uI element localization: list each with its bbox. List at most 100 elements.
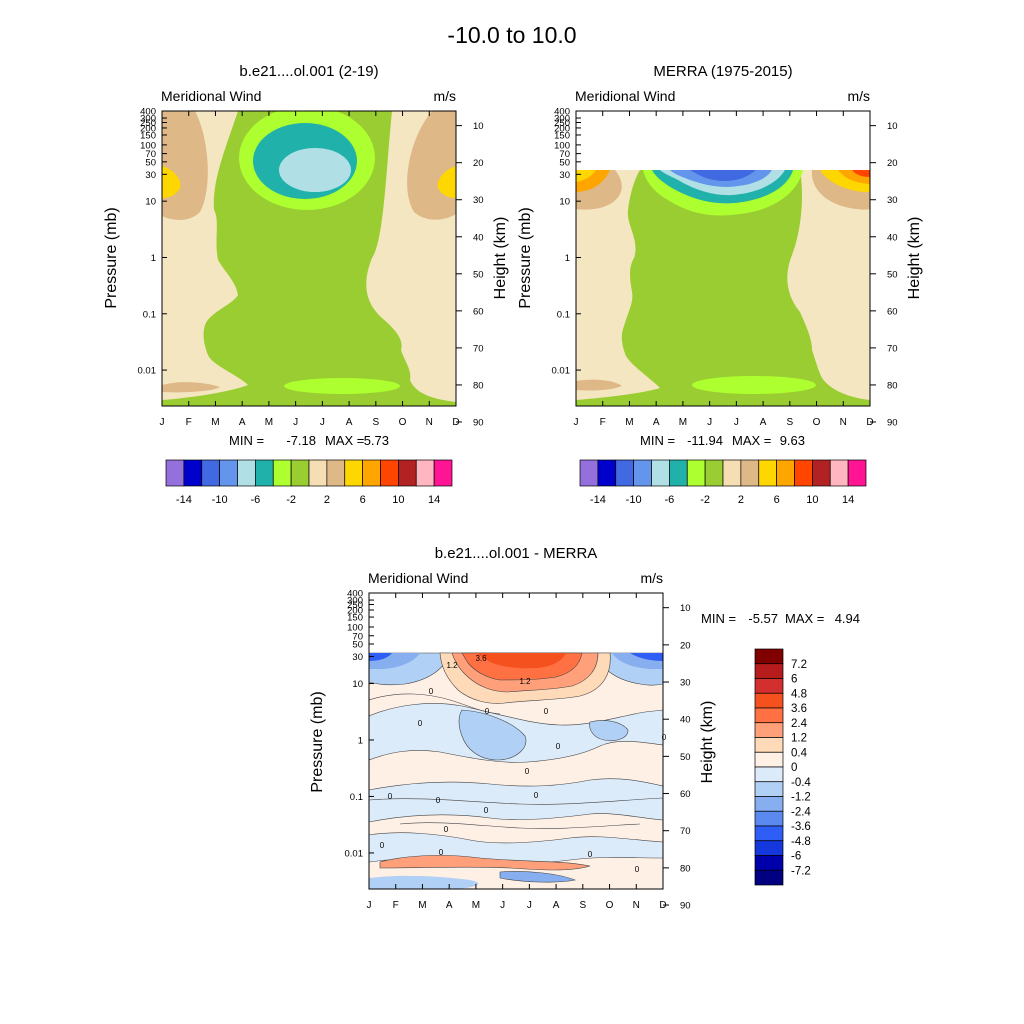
y2-tick-label: 60 <box>473 306 484 317</box>
y-tick-label: 70 <box>145 149 156 160</box>
x-tick-label: M <box>265 417 273 428</box>
y2-tick-label: 30 <box>473 195 484 206</box>
y2-tick-label: 20 <box>887 158 898 169</box>
y2-tick-label: 30 <box>680 678 691 689</box>
colorbar-label: -6 <box>664 494 674 506</box>
y-tick-label: 0.01 <box>138 366 157 377</box>
colorbar-label: -10 <box>212 494 228 506</box>
contour-region-tan-low <box>576 379 622 391</box>
min-value: -7.18 <box>286 433 316 448</box>
y2-tick-label: 80 <box>680 863 691 874</box>
colorbar-swatch <box>754 751 784 768</box>
contour-line <box>369 797 663 805</box>
panel-reanalysis: MERRA (1975-2015) Meridional Wind m/s 0.… <box>517 63 923 506</box>
y-tick-label: 10 <box>352 679 363 690</box>
max-label: MAX = <box>325 433 364 448</box>
contour-label: 0 <box>662 733 667 742</box>
x-tick-label: M <box>211 417 219 428</box>
colorbar-label: 2 <box>738 494 744 506</box>
contour-label: 0 <box>439 848 444 857</box>
units-label: m/s <box>433 88 456 104</box>
y2-tick-label: 80 <box>887 380 898 391</box>
x-tick-label: A <box>553 900 560 911</box>
y-tick-label: 100 <box>347 623 363 634</box>
contour-label: 1.2 <box>446 661 458 670</box>
y2-tick-label: 30 <box>887 195 898 206</box>
y-tick-label: 300 <box>140 114 156 125</box>
y2-axis-label: Height (km) <box>492 217 509 300</box>
left-label: Meridional Wind <box>575 88 675 104</box>
y-tick-label: 10 <box>559 197 570 208</box>
contour-label: 0 <box>380 841 385 850</box>
colorbar-swatch <box>754 663 784 679</box>
contour-labels: 3.6 1.2 1.2 0 0 0 0 0 0 0 0 0 0 0 0 0 0 0 0 <box>380 654 667 874</box>
colorbar-label: -2 <box>700 494 710 506</box>
contour-region-lime-low <box>692 376 816 394</box>
y2-tick-label: 80 <box>473 380 484 391</box>
colorbar-swatch <box>776 459 795 487</box>
colorbar: -14 -10 -6 -2 2 6 10 14 <box>579 459 867 506</box>
y-tick-label: 100 <box>140 140 156 151</box>
contour-label: 0 <box>388 792 393 801</box>
x-tick-label: O <box>606 900 614 911</box>
y-tick-label: 250 <box>140 118 156 129</box>
y-axis-label: Pressure (mb) <box>517 207 534 308</box>
y2-axis-label: Height (km) <box>699 701 716 784</box>
x-tick-label: D <box>659 900 666 911</box>
min-value: -11.94 <box>687 433 723 448</box>
y-tick-label: 300 <box>347 596 363 607</box>
panel-difference: b.e21....ol.001 - MERRA Meridional Wind … <box>309 545 860 912</box>
colorbar-swatch <box>754 707 784 724</box>
y-tick-label: 300 <box>554 114 570 125</box>
y2-tick-label: 40 <box>887 232 898 243</box>
x-tick-label: J <box>707 417 712 428</box>
contour-region-blue-upper-right-core <box>630 653 663 661</box>
min-label: MIN = <box>640 433 675 448</box>
y2-tick-label: 60 <box>887 306 898 317</box>
panel-title: MERRA (1975-2015) <box>653 63 792 80</box>
colorbar-label: 14 <box>842 494 854 506</box>
y2-tick-label: 10 <box>887 121 898 132</box>
colorbar-swatch <box>362 459 381 487</box>
colorbar-label: 0 <box>791 762 797 774</box>
y2-tick-label: 40 <box>680 715 691 726</box>
x-tick-label: M <box>625 417 633 428</box>
colorbar-swatch <box>237 459 256 487</box>
colorbar-swatch <box>615 459 634 487</box>
colorbar-label: 2.4 <box>791 718 808 730</box>
contour-region-blue-upper-left-core <box>369 653 392 661</box>
axes: 0.010.1110305070100150200250300400908070… <box>552 107 898 429</box>
x-tick-label: J <box>574 417 579 428</box>
y-tick-label: 0.01 <box>345 848 364 859</box>
contour-region-lime-low <box>284 378 400 394</box>
max-label: MAX = <box>785 611 824 626</box>
x-tick-label: F <box>393 900 399 911</box>
colorbar-label: 14 <box>428 494 440 506</box>
colorbar-label: -2.4 <box>791 806 811 818</box>
y2-tick-label: 10 <box>680 603 691 614</box>
colorbar-swatch <box>754 825 784 842</box>
colorbar-swatch <box>686 459 706 487</box>
x-tick-label: M <box>679 417 687 428</box>
axes: 0.010.1110305070100150200250300400908070… <box>138 107 484 429</box>
x-tick-label: J <box>500 900 505 911</box>
colorbar-label: -0.4 <box>791 777 811 789</box>
colorbar-swatch <box>398 459 417 487</box>
colorbar-swatch <box>380 459 399 487</box>
colorbar-swatch <box>201 459 220 487</box>
x-tick-label: J <box>527 900 532 911</box>
y2-tick-label: 70 <box>473 343 484 354</box>
y-tick-label: 200 <box>554 123 570 134</box>
x-tick-label: S <box>372 417 379 428</box>
contour-region-red-core <box>476 653 566 669</box>
contour-region-blue-blob-right <box>589 720 629 741</box>
x-tick-label: D <box>452 417 459 428</box>
colorbar-swatch <box>272 459 292 487</box>
colorbar-label: -10 <box>626 494 642 506</box>
colorbar-swatch <box>754 840 784 856</box>
colorbar-swatch <box>326 459 346 487</box>
colorbar-swatch <box>847 459 867 487</box>
colorbar-swatch <box>812 459 831 487</box>
x-tick-label: O <box>813 417 821 428</box>
colorbar-label: 0.4 <box>791 747 808 759</box>
